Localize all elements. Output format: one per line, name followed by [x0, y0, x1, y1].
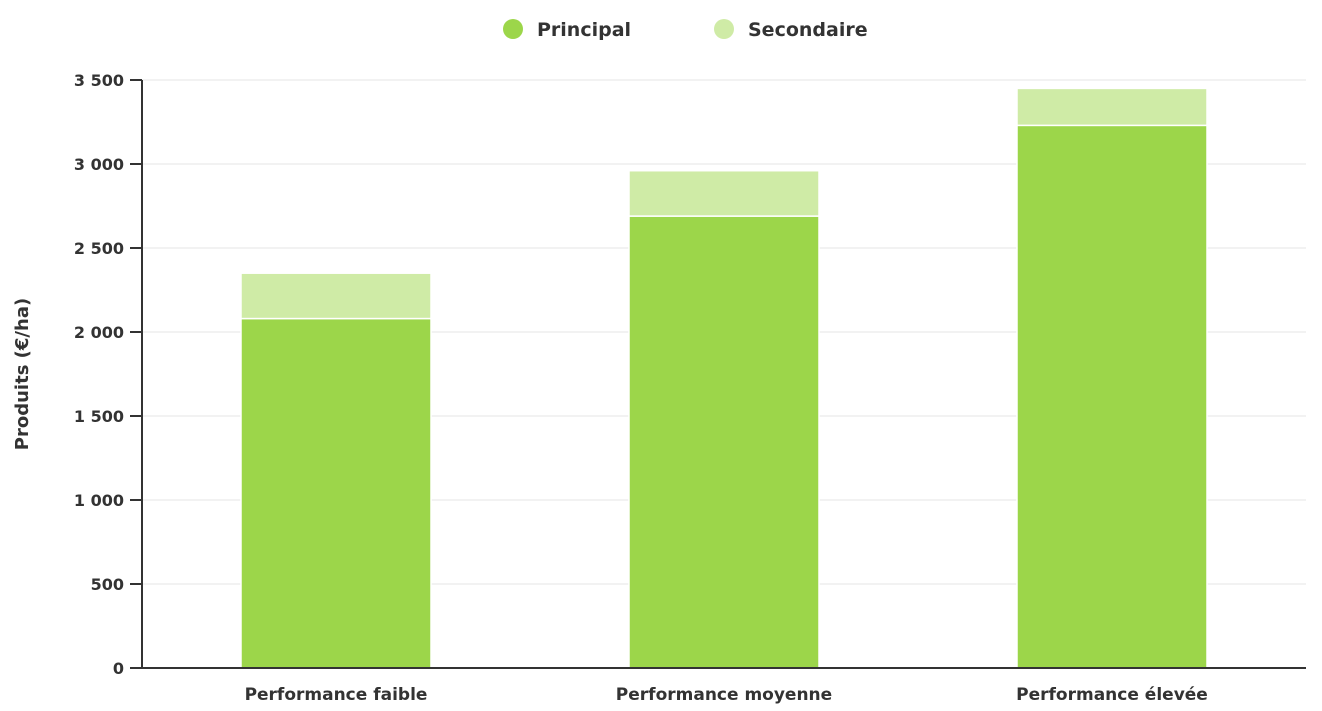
y-axis-title: Produits (€/ha) [12, 298, 33, 450]
y-tick-label: 3 500 [74, 71, 124, 90]
y-tick-label: 1 000 [74, 491, 124, 510]
x-tick-label: Performance faible [245, 685, 428, 705]
bar-secondaire-1 [628, 169, 820, 217]
bars [240, 87, 1208, 669]
y-tick-label: 1 500 [74, 407, 124, 426]
bar-secondaire-0 [240, 272, 432, 320]
bar-principal-1 [628, 215, 820, 669]
legend-marker-principal [503, 19, 523, 39]
x-tick-label: Performance élevée [1016, 685, 1208, 705]
y-tick-label: 3 000 [74, 155, 124, 174]
axes [141, 80, 1306, 669]
bar-principal-2 [1016, 124, 1208, 669]
y-tick-label: 2 000 [74, 323, 124, 342]
legend-label-secondaire: Secondaire [748, 19, 868, 41]
legend-marker-secondaire [714, 19, 734, 39]
bar-secondaire-2 [1016, 87, 1208, 127]
legend-label-principal: Principal [537, 19, 631, 41]
x-axis-labels: Performance faible Performance moyenne Per… [245, 685, 1208, 705]
bar-principal-0 [240, 317, 432, 669]
y-tick-label: 500 [91, 575, 124, 594]
x-tick-label: Performance moyenne [616, 685, 832, 705]
y-axis-ticks: 0 500 1 000 1 500 2 000 2 500 3 000 3 500 [74, 71, 142, 678]
y-tick-label: 0 [113, 659, 124, 678]
legend: Principal Secondaire [503, 19, 868, 41]
y-tick-label: 2 500 [74, 239, 124, 258]
